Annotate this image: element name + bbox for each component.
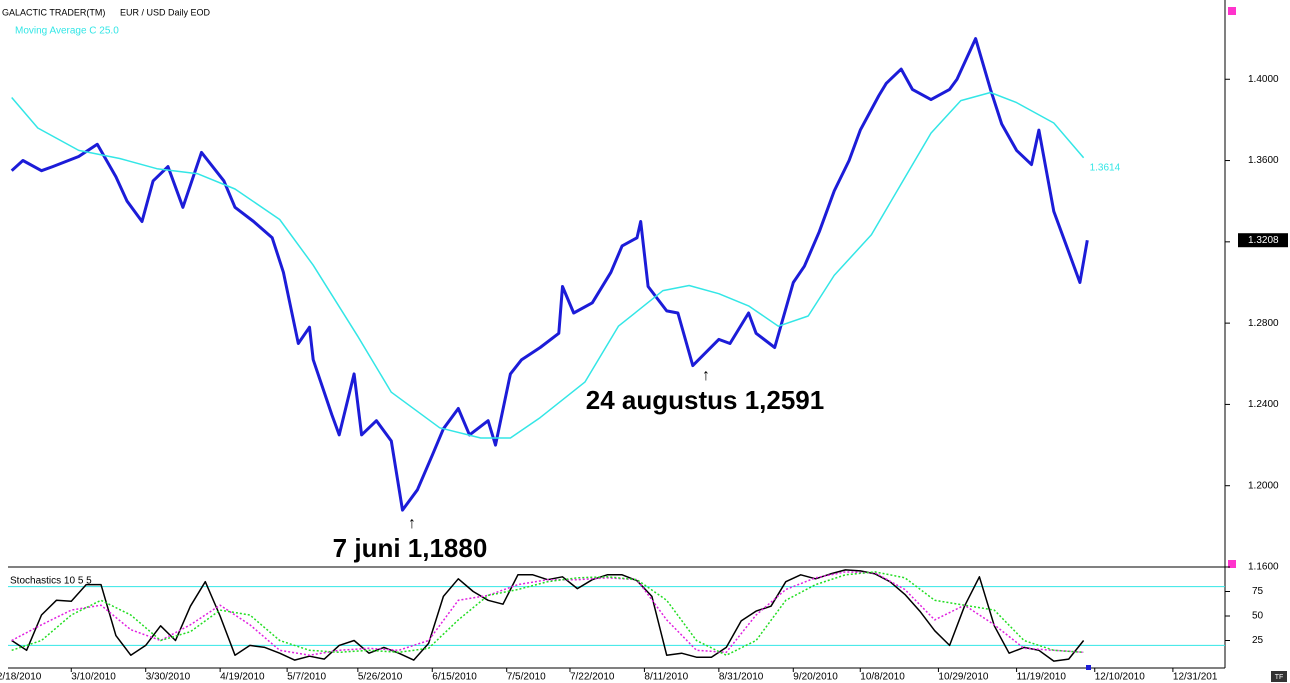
marker bbox=[1086, 665, 1091, 670]
legend-entry: Moving Average C 25.0 bbox=[15, 26, 119, 37]
x-tick-label: 12/31/201 bbox=[1173, 672, 1218, 683]
y-tick-label: 50 bbox=[1252, 611, 1264, 622]
y-tick-label: 1.2400 bbox=[1248, 399, 1279, 410]
x-tick-label: 6/15/2010 bbox=[432, 672, 477, 683]
x-tick-label: 8/11/2010 bbox=[644, 672, 688, 683]
series-line bbox=[11, 569, 1085, 662]
x-tick-label: 3/10/2010 bbox=[71, 672, 116, 683]
x-tick-label: 10/29/2010 bbox=[938, 672, 988, 683]
series-line bbox=[11, 91, 1085, 439]
x-tick-label: 5/7/2010 bbox=[287, 672, 326, 683]
x-tick-label: 3/30/2010 bbox=[146, 672, 191, 683]
annotation: 7 juni 1,1880 bbox=[333, 533, 488, 563]
annotation: 24 augustus 1,2591 bbox=[586, 385, 824, 415]
x-tick-label: 9/20/2010 bbox=[793, 672, 838, 683]
x-tick-label: 10/8/2010 bbox=[860, 672, 905, 683]
x-tick-label: 8/31/2010 bbox=[719, 672, 764, 683]
series-line bbox=[11, 571, 1084, 656]
y-tick-label: 1.2000 bbox=[1248, 480, 1279, 491]
x-tick-label: 7/5/2010 bbox=[507, 672, 546, 683]
tf-label: TF bbox=[1275, 674, 1284, 681]
series-line bbox=[10, 37, 1089, 512]
last-price-label: 1.3208 bbox=[1248, 235, 1279, 246]
x-tick-label: 5/26/2010 bbox=[358, 672, 403, 683]
last-price-box bbox=[1238, 233, 1288, 248]
y-tick-label: 1.1600 bbox=[1248, 562, 1279, 573]
y-tick-label: 1.2800 bbox=[1248, 318, 1279, 329]
y-tick-label: 75 bbox=[1252, 586, 1264, 597]
chart-title: EUR / USD Daily EOD bbox=[120, 7, 211, 17]
ma-value-label: 1.3614 bbox=[1090, 162, 1121, 173]
tf-button[interactable] bbox=[1271, 671, 1287, 682]
x-tick-label: 12/10/2010 bbox=[1095, 672, 1145, 683]
y-tick-label: 1.3600 bbox=[1248, 155, 1279, 166]
x-tick-label: 2/18/2010 bbox=[0, 672, 42, 683]
arrow: ↑ bbox=[702, 367, 710, 384]
panel-title: Stochastics 10 5 5 bbox=[10, 576, 92, 587]
y-tick-label: 25 bbox=[1252, 635, 1264, 646]
x-tick-label: 11/19/2010 bbox=[1017, 672, 1067, 683]
app-name: GALACTIC TRADER(TM) bbox=[2, 7, 105, 17]
arrow: ↑ bbox=[408, 515, 416, 532]
x-tick-label: 4/19/2010 bbox=[220, 672, 265, 683]
x-tick-label: 7/22/2010 bbox=[570, 672, 615, 683]
panel-marker bbox=[1228, 7, 1236, 15]
series-line bbox=[11, 571, 1084, 656]
y-tick-label: 1.4000 bbox=[1248, 74, 1279, 85]
panel-marker bbox=[1228, 560, 1236, 568]
